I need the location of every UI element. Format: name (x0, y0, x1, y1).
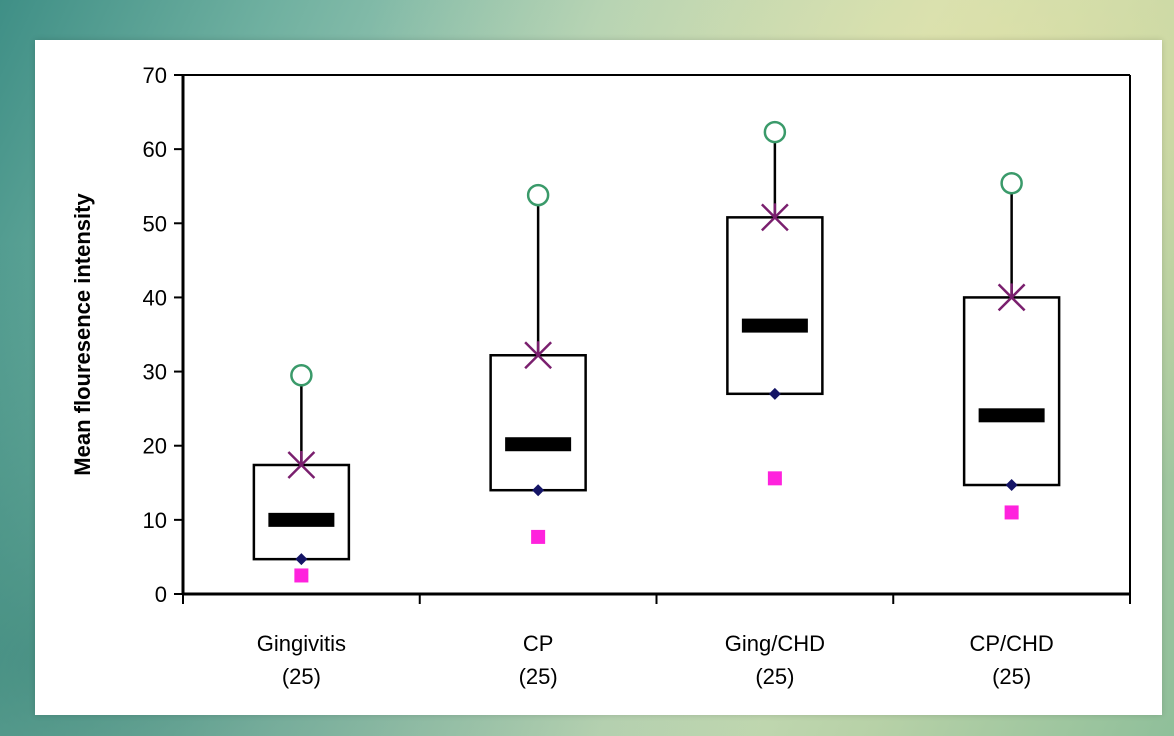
x-category-label: CP/CHD (969, 631, 1053, 656)
lower-marker (295, 553, 308, 566)
lower-marker (768, 387, 781, 400)
min-marker (531, 529, 546, 544)
y-axis-title: Mean flouresence intensity (70, 193, 95, 476)
x-category-count: (25) (992, 664, 1031, 689)
boxes (252, 120, 1061, 583)
lower-marker (532, 484, 545, 497)
min-marker (294, 568, 309, 583)
box-group (252, 364, 351, 583)
box-rect (726, 216, 824, 396)
box-rect (489, 354, 587, 492)
upper-marker (524, 341, 553, 370)
x-category-count: (25) (519, 664, 558, 689)
x-category-count: (25) (755, 664, 794, 689)
x-category-label: Ging/CHD (725, 631, 825, 656)
min-marker (767, 471, 782, 486)
box-rect (962, 296, 1061, 487)
y-tick-label: 0 (155, 582, 167, 607)
y-tick-label: 10 (143, 508, 167, 533)
y-tick-label: 70 (143, 63, 167, 88)
upper-marker (287, 450, 316, 479)
y-tick-label: 50 (143, 211, 167, 236)
max-marker (290, 364, 313, 387)
y-tick-label: 60 (143, 137, 167, 162)
x-category-count: (25) (282, 664, 321, 689)
upper-marker (760, 203, 789, 232)
median-bar (741, 318, 808, 333)
y-tick-label: 20 (143, 434, 167, 459)
median-bar (505, 437, 572, 452)
box-group (962, 171, 1061, 520)
y-axis-ticks: 0 10 20 30 40 50 60 70 (143, 63, 183, 607)
y-tick-label: 40 (143, 285, 167, 310)
max-marker (1000, 171, 1023, 195)
x-axis-categories: Gingivitis (25) CP (25) Ging/CHD (25) CP/CHD (2… (182, 594, 1131, 689)
box-group (489, 183, 587, 544)
median-bar (978, 408, 1045, 423)
upper-marker (997, 283, 1026, 312)
max-marker (763, 120, 787, 144)
x-category-label: CP (523, 631, 554, 656)
max-marker (526, 183, 550, 207)
min-marker (1004, 505, 1019, 520)
box-rect (252, 463, 351, 561)
median-bar (268, 512, 335, 527)
lower-marker (1005, 479, 1018, 492)
x-category-label: Gingivitis (257, 631, 346, 656)
box-group (726, 120, 824, 486)
y-tick-label: 30 (143, 360, 167, 385)
